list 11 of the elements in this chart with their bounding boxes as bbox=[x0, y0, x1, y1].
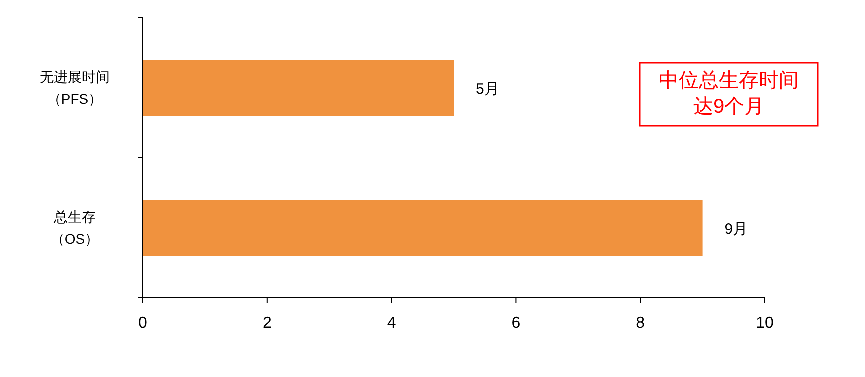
x-tick-label: 4 bbox=[387, 315, 396, 332]
x-tick-label: 8 bbox=[636, 315, 646, 332]
x-tick-label: 2 bbox=[262, 315, 272, 332]
x-tick-label: 10 bbox=[756, 315, 774, 332]
data-label: 5月 bbox=[476, 81, 500, 98]
data-label: 9月 bbox=[724, 221, 748, 238]
annotation: 中位总生存时间达9个月 bbox=[658, 69, 800, 120]
x-tick-label: 0 bbox=[138, 315, 148, 332]
x-tick-label: 6 bbox=[512, 315, 521, 332]
y-tick-label: 总生存（OS） bbox=[50, 209, 100, 247]
y-tick-label: 无进展时间（PFS） bbox=[40, 69, 110, 107]
